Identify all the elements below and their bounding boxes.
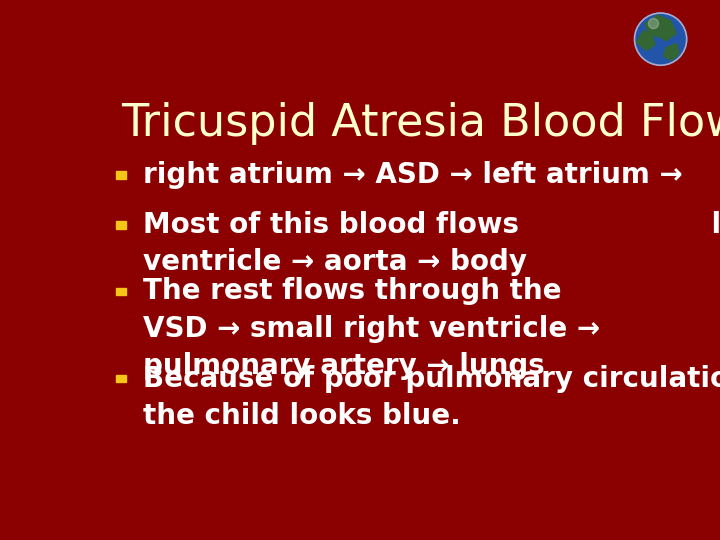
Circle shape [649, 18, 659, 29]
Text: VSD → small right ventricle →: VSD → small right ventricle → [143, 315, 600, 343]
Polygon shape [663, 43, 679, 60]
Bar [116, 288, 126, 295]
Circle shape [634, 13, 687, 65]
Bar [116, 221, 126, 228]
Polygon shape [636, 31, 655, 51]
Polygon shape [645, 15, 676, 40]
Text: the child looks blue.: the child looks blue. [143, 402, 461, 430]
Text: Because of poor pulmonary circulation,: Because of poor pulmonary circulation, [143, 364, 720, 393]
Text: Most of this blood flows                    left: Most of this blood flows left [143, 211, 720, 239]
Text: right atrium → ASD → left atrium →: right atrium → ASD → left atrium → [143, 161, 683, 189]
Bar [116, 171, 126, 179]
Text: ventricle → aorta → body: ventricle → aorta → body [143, 248, 527, 276]
Text: pulmonary artery → lungs: pulmonary artery → lungs [143, 352, 545, 380]
Text: The rest flows through the: The rest flows through the [143, 278, 562, 306]
Text: Tricuspid Atresia Blood Flow:: Tricuspid Atresia Blood Flow: [121, 102, 720, 145]
Bar [116, 375, 126, 382]
